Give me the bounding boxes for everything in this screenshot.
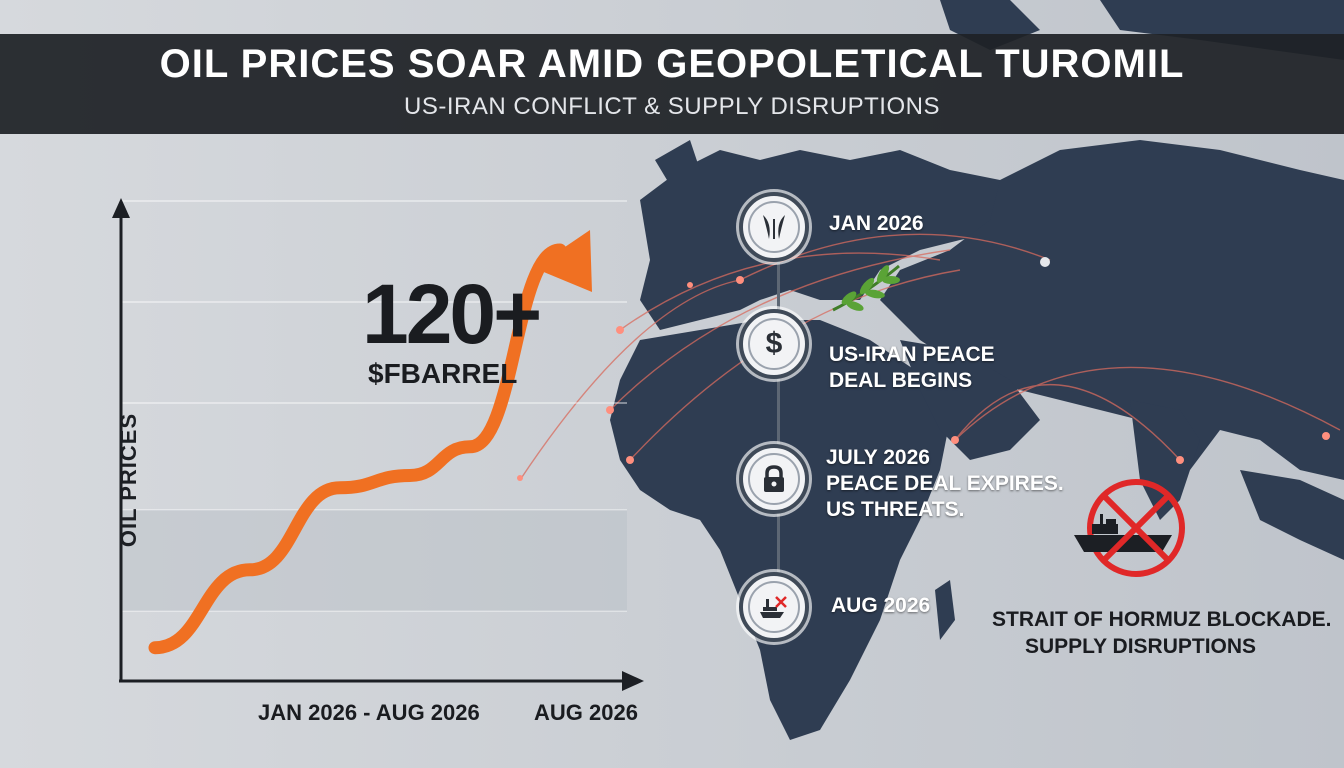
dollar-icon: $ xyxy=(765,327,783,360)
no-ships-icon xyxy=(1074,479,1185,577)
series-arrowhead xyxy=(534,230,592,292)
timeline-item-peace: US-IRAN PEACE DEAL BEGINS xyxy=(829,342,995,394)
timeline-date: JULY 2026 xyxy=(826,446,930,469)
x-axis-arrow xyxy=(622,671,644,691)
page-subtitle: US-IRAN CONFLICT & SUPPLY DISRUPTIONS xyxy=(404,93,940,120)
timeline-text-line: DEAL BEGINS xyxy=(829,369,973,392)
page-title: OIL PRICES SOAR AMID GEOPOLETICAL TUROMI… xyxy=(159,42,1185,86)
timeline-date: JAN 2026 xyxy=(829,212,924,235)
lock-icon xyxy=(764,465,784,492)
chart-band-shaded xyxy=(121,510,627,611)
blocked-ship-icon xyxy=(760,596,787,618)
timeline-text-line: US THREATS. xyxy=(826,498,965,521)
timeline-text-line: US-IRAN PEACE xyxy=(829,343,995,366)
timeline-text-line: PEACE DEAL EXPIRES. xyxy=(826,472,1064,495)
oil-price-chart xyxy=(112,198,644,691)
olive-branch-icon xyxy=(832,264,900,312)
hormuz-line-2: SUPPLY DISRUPTIONS xyxy=(1025,635,1257,658)
hormuz-blockade-text: STRAIT OF HORMUZ BLOCKADE. SUPPLY DISRUP… xyxy=(992,606,1331,660)
timeline-line xyxy=(777,226,780,604)
timeline-item-aug: AUG 2026 xyxy=(831,593,930,619)
price-callout-unit: $FBARREL xyxy=(368,358,518,389)
y-axis-arrow xyxy=(112,198,130,218)
timeline-item-july: JULY 2026 PEACE DEAL EXPIRES. US THREATS… xyxy=(826,445,1064,523)
timeline-node-peace: $ xyxy=(739,309,809,379)
series-line xyxy=(148,243,567,655)
x-axis-end-label: AUG 2026 xyxy=(534,700,638,725)
timeline-item-jan: JAN 2026 xyxy=(829,211,924,237)
timeline-node-jan xyxy=(739,192,809,262)
price-callout-value: 120+ xyxy=(362,267,542,361)
timeline-node-aug xyxy=(739,572,809,642)
x-axis-label: JAN 2026 - AUG 2026 xyxy=(258,700,480,725)
timeline-date: AUG 2026 xyxy=(831,594,931,617)
olive-branch-icon xyxy=(763,215,785,239)
timeline-node-july xyxy=(739,444,809,514)
header-banner: OIL PRICES SOAR AMID GEOPOLETICAL TUROMI… xyxy=(0,34,1344,134)
y-axis-label: OIL PRICES xyxy=(116,412,142,548)
hormuz-line-1: STRAIT OF HORMUZ BLOCKADE. xyxy=(992,608,1332,631)
